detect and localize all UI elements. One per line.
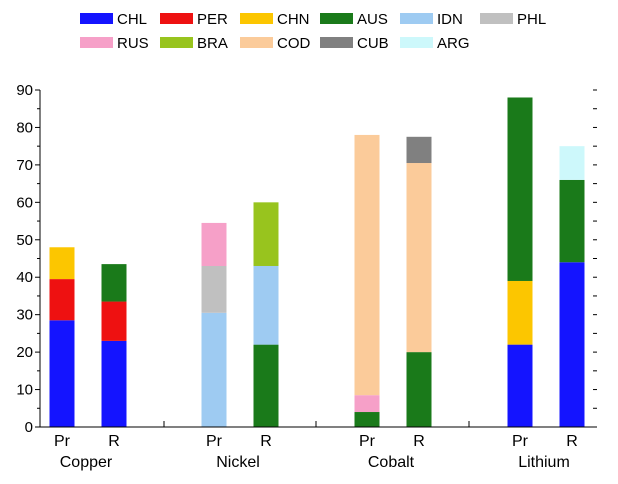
bar-nickel-pr xyxy=(201,222,227,427)
y-tick-label: 90 xyxy=(16,82,33,99)
bar-segment-bra xyxy=(253,202,279,266)
legend-swatch xyxy=(240,37,273,48)
plot-area xyxy=(49,97,585,427)
bar-segment-per xyxy=(101,301,127,341)
y-tick-label: 0 xyxy=(25,419,33,436)
bar-segment-cod xyxy=(406,163,432,353)
bar-segment-aus xyxy=(253,344,279,427)
legend-label: CHL xyxy=(117,11,147,28)
legend-label: COD xyxy=(277,35,311,52)
x-group-label: Lithium xyxy=(518,454,570,471)
legend-item-per: PER xyxy=(160,11,228,28)
bar-lithium-pr xyxy=(507,97,533,427)
right-axis-ticks xyxy=(593,89,597,428)
legend-swatch xyxy=(160,37,193,48)
legend-item-phl: PHL xyxy=(480,11,546,28)
bar-segment-chl xyxy=(507,344,533,427)
bar-segment-phl xyxy=(201,265,227,313)
bar-group-nickel xyxy=(201,202,279,427)
legend-swatch xyxy=(80,13,113,24)
bar-segment-chn xyxy=(49,247,75,280)
legend-label: CHN xyxy=(277,11,310,28)
x-group-label: Copper xyxy=(60,454,113,471)
x-bar-label: R xyxy=(413,433,425,450)
bar-segment-chl xyxy=(49,320,75,427)
legend-item-chn: CHN xyxy=(240,11,310,28)
bar-lithium-r xyxy=(559,146,585,427)
bar-copper-pr xyxy=(49,247,75,427)
x-bar-label: Pr xyxy=(512,433,529,450)
x-bar-label: R xyxy=(260,433,272,450)
y-axis: 0 10 20 30 40 50 60 70 80 90 xyxy=(16,82,41,436)
bar-cobalt-r xyxy=(406,136,432,427)
legend-label: IDN xyxy=(437,11,463,28)
bar-segment-aus xyxy=(101,264,127,302)
bar-segment-aus xyxy=(354,412,380,427)
legend-swatch xyxy=(240,13,273,24)
bar-segment-aus xyxy=(559,179,585,263)
bar-group-cobalt xyxy=(354,134,432,427)
legend-item-idn: IDN xyxy=(400,11,463,28)
legend-label: ARG xyxy=(437,35,470,52)
y-tick-label: 80 xyxy=(16,119,33,136)
bar-segment-chn xyxy=(507,280,533,345)
x-bar-label: R xyxy=(108,433,120,450)
legend-label: AUS xyxy=(357,11,388,28)
bar-group-copper xyxy=(49,247,127,427)
y-tick-label: 70 xyxy=(16,157,33,174)
legend: CHL PER CHN AUS IDN PHL RUS BRA COD CUB ARG xyxy=(80,11,546,52)
legend-item-arg: ARG xyxy=(400,35,470,52)
legend-swatch xyxy=(400,13,433,24)
y-tick-label: 20 xyxy=(16,344,33,361)
y-tick-label: 50 xyxy=(16,232,33,249)
bar-segment-aus xyxy=(507,97,533,281)
legend-label: RUS xyxy=(117,35,149,52)
bar-segment-cod xyxy=(354,134,380,396)
bar-cobalt-pr xyxy=(354,134,380,427)
bar-segment-idn xyxy=(253,265,279,345)
legend-swatch xyxy=(480,13,513,24)
legend-swatch xyxy=(320,37,353,48)
x-bar-label: Pr xyxy=(359,433,376,450)
x-group-label: Nickel xyxy=(216,454,260,471)
bar-segment-rus xyxy=(201,222,227,266)
legend-swatch xyxy=(80,37,113,48)
x-bar-label: Pr xyxy=(206,433,223,450)
legend-item-rus: RUS xyxy=(80,35,149,52)
bar-segment-rus xyxy=(354,395,380,413)
bar-segment-arg xyxy=(559,146,585,180)
x-bar-label: Pr xyxy=(54,433,71,450)
bar-segment-aus xyxy=(406,352,432,427)
legend-item-cod: COD xyxy=(240,35,311,52)
legend-label: BRA xyxy=(197,35,228,52)
y-tick-label: 30 xyxy=(16,307,33,324)
bar-segment-idn xyxy=(201,312,227,427)
bar-group-lithium xyxy=(507,97,585,427)
y-tick-label: 40 xyxy=(16,269,33,286)
x-group-label: Cobalt xyxy=(368,454,415,471)
legend-swatch xyxy=(160,13,193,24)
legend-swatch xyxy=(320,13,353,24)
legend-item-aus: AUS xyxy=(320,11,388,28)
y-tick-label: 10 xyxy=(16,382,33,399)
legend-label: CUB xyxy=(357,35,389,52)
legend-label: PER xyxy=(197,11,228,28)
y-tick-label: 60 xyxy=(16,194,33,211)
x-bar-label: R xyxy=(566,433,578,450)
bar-segment-per xyxy=(49,279,75,321)
bar-segment-cub xyxy=(406,136,432,164)
legend-label: PHL xyxy=(517,11,546,28)
legend-item-cub: CUB xyxy=(320,35,389,52)
legend-item-bra: BRA xyxy=(160,35,228,52)
bar-segment-chl xyxy=(101,340,127,427)
legend-item-chl: CHL xyxy=(80,11,147,28)
bar-copper-r xyxy=(101,264,127,427)
bar-segment-chl xyxy=(559,262,585,427)
bar-nickel-r xyxy=(253,202,279,427)
legend-swatch xyxy=(400,37,433,48)
